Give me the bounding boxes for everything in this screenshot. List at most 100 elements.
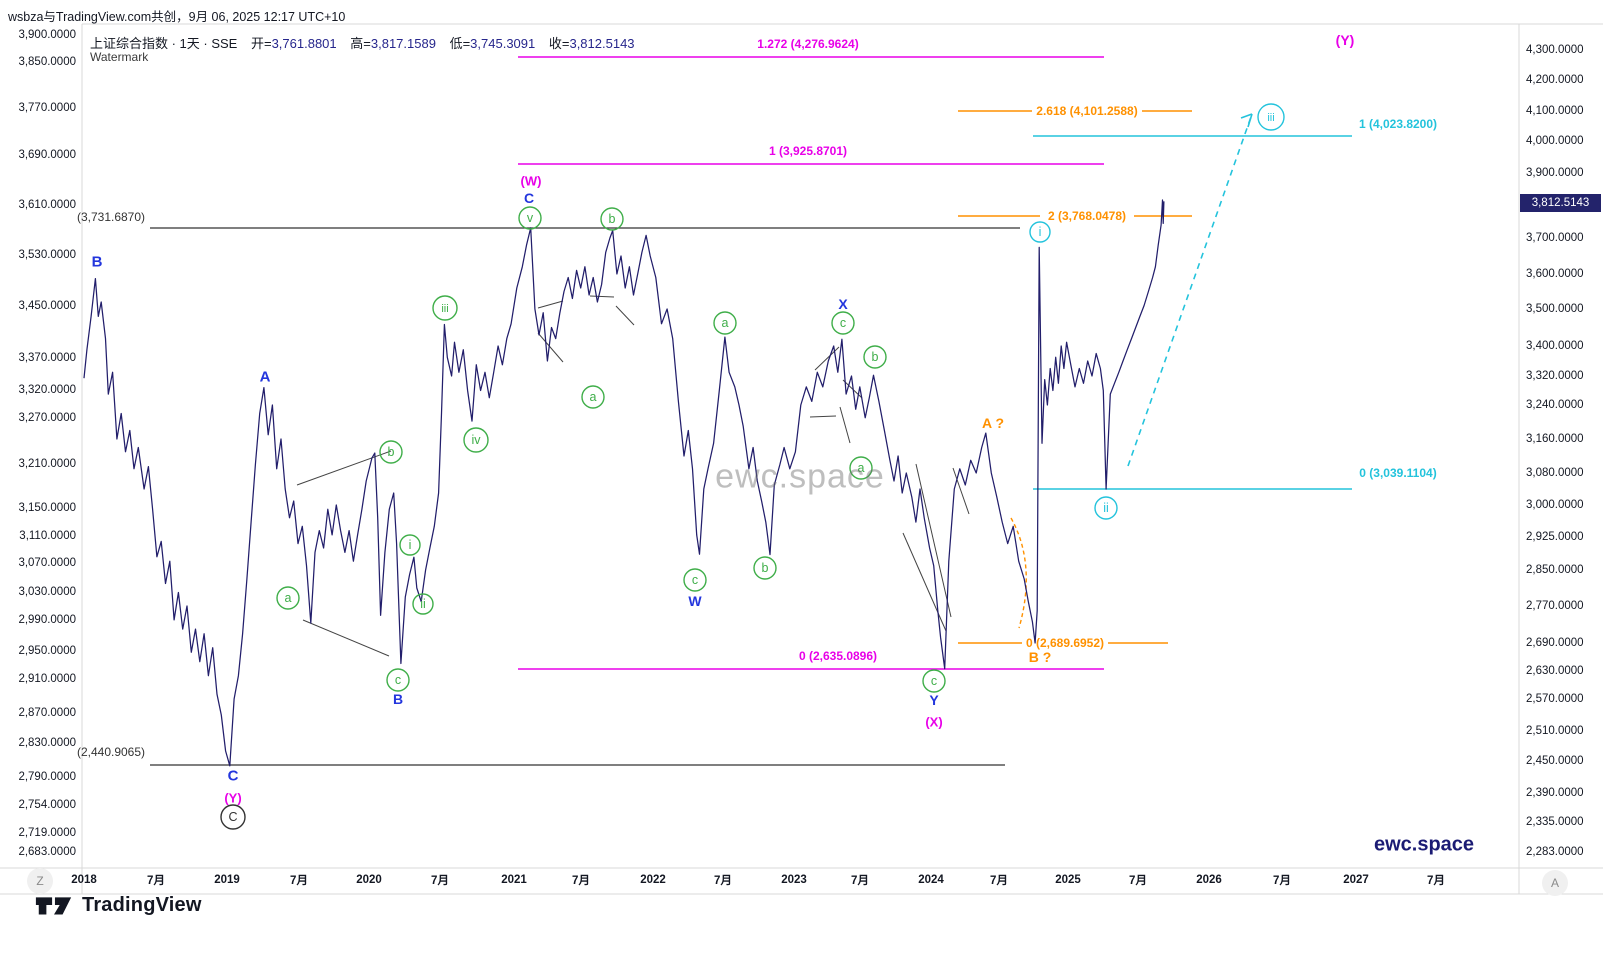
wave-circle-c-2 (386, 668, 410, 692)
trend-line-1 (302, 619, 390, 657)
wave-circle-v-7 (518, 206, 542, 230)
time-axis-label: 7月 (851, 875, 869, 887)
time-axis-label: 2021 (501, 874, 527, 886)
wave-label-Y-9: (Y) (224, 790, 242, 806)
right-axis-label: 3,600.0000 (1526, 268, 1584, 280)
right-axis-label: 2,925.0000 (1526, 531, 1584, 543)
auto-scale-button[interactable]: A (1542, 870, 1568, 896)
left-axis-label: 3,210.0000 (18, 458, 76, 470)
time-axis-label: 2019 (214, 874, 240, 886)
wave-circle-i-17 (1029, 221, 1051, 243)
wave-circle-b-11 (753, 556, 777, 580)
tradingview-icon (35, 897, 72, 915)
level-label-fib-0: 0 (2,635.0896) (798, 649, 878, 663)
right-axis-label: 3,700.0000 (1526, 232, 1584, 244)
time-axis-label: 7月 (147, 875, 165, 887)
wave-label-W-8: (W) (520, 173, 542, 189)
wave-circle-text-iii-19: iii (1267, 112, 1274, 124)
right-axis-label: 4,300.0000 (1526, 44, 1584, 56)
right-axis-label: 4,000.0000 (1526, 135, 1584, 147)
trend-line-3 (537, 332, 564, 363)
wave-circle-ii-4 (412, 593, 434, 615)
time-axis-label: 2024 (918, 874, 944, 886)
right-axis-label: 2,630.0000 (1526, 665, 1584, 677)
projection-arrow-head (1247, 113, 1253, 128)
level-label-fib-0-cyan: 0 (3,039.1104) (1359, 466, 1437, 480)
wave-circle-text-c-2: c (395, 673, 401, 687)
right-axis-label: 2,690.0000 (1526, 637, 1584, 649)
trend-line-2 (537, 300, 564, 309)
left-axis-label: 2,830.0000 (18, 737, 76, 749)
trend-line-5 (615, 305, 635, 326)
wave-circle-text-iv-6: iv (471, 433, 481, 447)
wave-circle-C-20 (220, 804, 246, 830)
time-axis-label: 7月 (431, 875, 449, 887)
symbol-legend[interactable]: 上证综合指数 · 1天 · SSE 开=3,761.8801 高=3,817.1… (90, 33, 645, 52)
timezone-button[interactable]: Z (27, 868, 53, 894)
time-axis-label: 7月 (714, 875, 732, 887)
right-axis-label: 3,500.0000 (1526, 303, 1584, 315)
right-axis-label: 2,570.0000 (1526, 693, 1584, 705)
right-axis-label: 2,770.0000 (1526, 600, 1584, 612)
left-axis-label: 2,990.0000 (18, 614, 76, 626)
left-axis-label: 3,270.0000 (18, 412, 76, 424)
left-axis-label: 3,150.0000 (18, 502, 76, 514)
level-label-fib-2618: 2.618 (4,101.2588) (1036, 104, 1138, 118)
low-value: 低=3,745.3091 (449, 36, 536, 51)
projection-arrow-head (1240, 113, 1253, 119)
tradingview-logo[interactable]: TradingView (34, 893, 202, 917)
left-axis-label: 3,450.0000 (18, 300, 76, 312)
high-value: 高=3,817.1589 (350, 36, 436, 51)
wave-label-A-12: A ? (981, 415, 1005, 431)
last-price-tag: 3,812.5143 (1520, 194, 1601, 212)
level-label-fib-2: 2 (3,768.0478) (1047, 209, 1127, 223)
wave-circle-iii-19 (1257, 103, 1285, 131)
wave-label-Y-11: (Y) (1335, 32, 1355, 48)
left-axis-label: 3,110.0000 (19, 530, 76, 542)
symbol-title: 上证综合指数 · 1天 · SSE (90, 36, 238, 51)
trend-line-0 (296, 450, 392, 486)
left-axis-label: 3,770.0000 (18, 102, 76, 114)
attribution-text: wsbza与TradingView.com共创，9月 06, 2025 12:1… (8, 10, 346, 24)
left-axis-label: 3,320.0000 (18, 384, 76, 396)
wave-circle-i-3 (399, 534, 421, 556)
wave-label-B-13: B ? (1028, 649, 1052, 665)
wave-circle-ii-18 (1094, 496, 1118, 520)
wave-label-X-6: X (838, 296, 848, 312)
left-axis-label: 3,030.0000 (18, 586, 76, 598)
wave-circle-text-a-9: a (590, 390, 597, 404)
time-axis-label: 2027 (1343, 874, 1369, 886)
left-axis-label: 2,790.0000 (18, 771, 76, 783)
right-axis-label: 3,320.0000 (1526, 370, 1584, 382)
right-axis-label: 3,240.0000 (1526, 399, 1584, 411)
tradingview-wordmark: TradingView (82, 893, 202, 916)
watermark-text: Watermark (90, 50, 149, 64)
wave-circle-text-ii-4: ii (420, 597, 426, 611)
wave-circle-text-b-8: b (609, 212, 616, 226)
right-axis-label: 3,080.0000 (1526, 467, 1584, 479)
left-axis-label: 2,870.0000 (18, 707, 76, 719)
level-label-fib-1: 1 (3,925.8701) (768, 144, 848, 158)
trend-line-10 (902, 532, 947, 632)
wave-circle-text-i-3: i (409, 538, 412, 552)
time-axis-label: 2022 (640, 874, 666, 886)
left-axis-label: 2,910.0000 (18, 673, 76, 685)
left-axis-label: 3,070.0000 (18, 557, 76, 569)
trend-line-8 (809, 415, 837, 418)
time-axis-label: 2020 (356, 874, 382, 886)
wave-label-Y-7: Y (929, 692, 939, 708)
right-axis-label: 2,283.0000 (1526, 846, 1584, 858)
wave-circle-text-a-0: a (285, 591, 292, 605)
wave-label-W-5: W (688, 593, 702, 609)
trend-line-12 (952, 467, 970, 515)
level-label-fib-1-cyan: 1 (4,023.8200) (1358, 117, 1438, 131)
ewc-space-watermark: ewc.space (715, 457, 885, 496)
level-label-fib-0-orange: 0 (2,689.6952) (1025, 636, 1105, 650)
left-axis-label: 2,950.0000 (18, 645, 76, 657)
trend-line-11 (915, 463, 952, 618)
right-axis-label: 2,335.0000 (1526, 816, 1584, 828)
time-axis-label: 7月 (1427, 875, 1445, 887)
level-label-fib-1272: 1.272 (4,276.9624) (757, 37, 859, 51)
